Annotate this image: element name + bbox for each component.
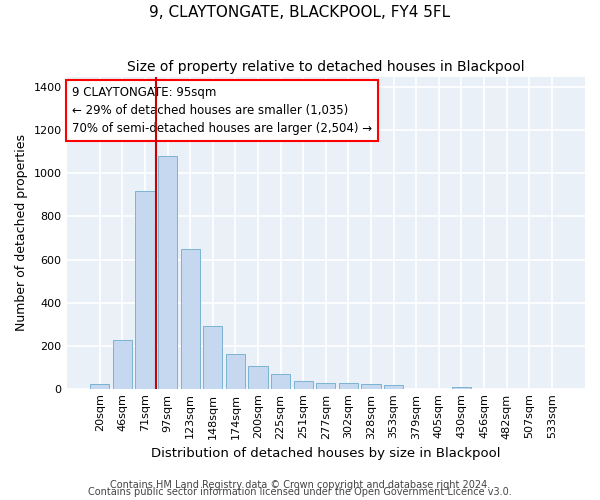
Bar	[181, 249, 200, 388]
Bar	[248, 366, 268, 388]
Bar	[136, 190, 155, 388]
Bar	[361, 384, 380, 388]
Bar	[113, 340, 132, 388]
Text: Contains HM Land Registry data © Crown copyright and database right 2024.: Contains HM Land Registry data © Crown c…	[110, 480, 490, 490]
Bar	[158, 156, 177, 388]
X-axis label: Distribution of detached houses by size in Blackpool: Distribution of detached houses by size …	[151, 447, 500, 460]
Bar	[203, 326, 223, 388]
Bar	[271, 374, 290, 388]
Bar	[452, 386, 471, 388]
Bar	[90, 384, 109, 388]
Text: Contains public sector information licensed under the Open Government Licence v3: Contains public sector information licen…	[88, 487, 512, 497]
Title: Size of property relative to detached houses in Blackpool: Size of property relative to detached ho…	[127, 60, 524, 74]
Text: 9 CLAYTONGATE: 95sqm
← 29% of detached houses are smaller (1,035)
70% of semi-de: 9 CLAYTONGATE: 95sqm ← 29% of detached h…	[72, 86, 372, 135]
Bar	[293, 381, 313, 388]
Text: 9, CLAYTONGATE, BLACKPOOL, FY4 5FL: 9, CLAYTONGATE, BLACKPOOL, FY4 5FL	[149, 5, 451, 20]
Bar	[384, 386, 403, 388]
Y-axis label: Number of detached properties: Number of detached properties	[15, 134, 28, 331]
Bar	[226, 354, 245, 388]
Bar	[339, 384, 358, 388]
Bar	[316, 384, 335, 388]
